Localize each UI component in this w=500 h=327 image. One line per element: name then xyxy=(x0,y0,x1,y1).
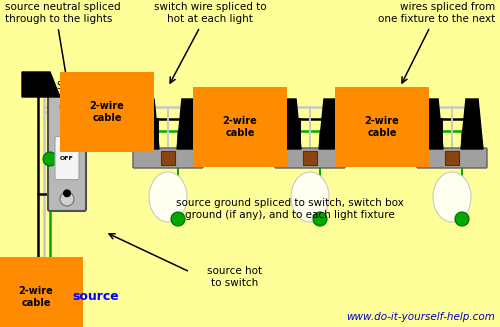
Circle shape xyxy=(171,212,185,226)
Ellipse shape xyxy=(149,172,187,222)
FancyBboxPatch shape xyxy=(303,151,317,165)
Text: source hot
to switch: source hot to switch xyxy=(208,266,262,288)
Circle shape xyxy=(60,100,74,114)
Text: wires spliced from
one fixture to the next: wires spliced from one fixture to the ne… xyxy=(378,2,495,24)
Text: source ground spliced to switch, switch box
ground (if any), and to each light f: source ground spliced to switch, switch … xyxy=(176,198,404,220)
Ellipse shape xyxy=(291,172,329,222)
Polygon shape xyxy=(177,99,199,149)
Text: OFF: OFF xyxy=(60,156,74,161)
Polygon shape xyxy=(319,99,341,149)
Text: www.do-it-yourself-help.com: www.do-it-yourself-help.com xyxy=(346,312,495,322)
Text: 2-wire
cable: 2-wire cable xyxy=(364,116,400,138)
Polygon shape xyxy=(461,99,483,149)
FancyBboxPatch shape xyxy=(55,136,79,180)
Polygon shape xyxy=(279,99,301,149)
Ellipse shape xyxy=(433,172,471,222)
Text: SW1: SW1 xyxy=(56,81,78,91)
FancyBboxPatch shape xyxy=(445,151,459,165)
Text: 2-wire
cable: 2-wire cable xyxy=(18,286,54,308)
FancyBboxPatch shape xyxy=(133,148,203,168)
Circle shape xyxy=(455,212,469,226)
FancyBboxPatch shape xyxy=(275,148,345,168)
FancyBboxPatch shape xyxy=(161,151,175,165)
Text: 2-wire
cable: 2-wire cable xyxy=(222,116,258,138)
Circle shape xyxy=(43,152,57,166)
Text: source: source xyxy=(72,290,119,303)
FancyBboxPatch shape xyxy=(48,95,86,211)
Circle shape xyxy=(60,192,74,206)
FancyBboxPatch shape xyxy=(417,148,487,168)
Text: source neutral spliced
through to the lights: source neutral spliced through to the li… xyxy=(5,2,120,24)
Polygon shape xyxy=(421,99,443,149)
Text: switch wire spliced to
hot at each light: switch wire spliced to hot at each light xyxy=(154,2,266,24)
Polygon shape xyxy=(137,99,159,149)
Text: 2-wire
cable: 2-wire cable xyxy=(90,101,124,123)
Polygon shape xyxy=(22,72,60,97)
Circle shape xyxy=(313,212,327,226)
Circle shape xyxy=(63,189,71,197)
Circle shape xyxy=(63,121,71,129)
